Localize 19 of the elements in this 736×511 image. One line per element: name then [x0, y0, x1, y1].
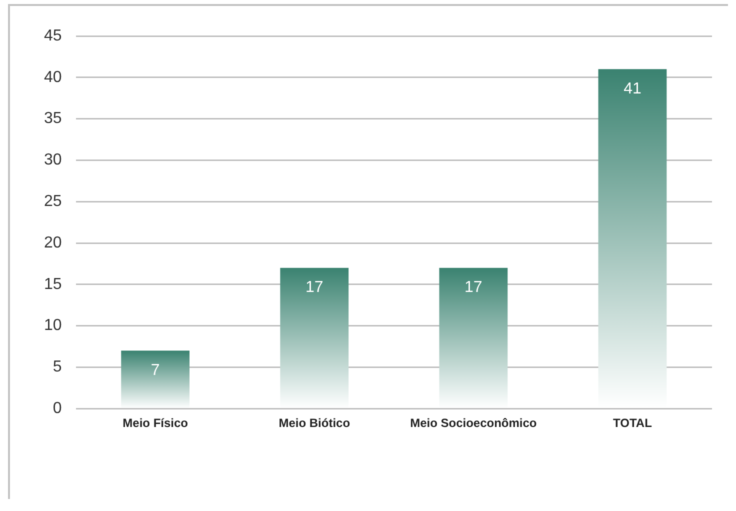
x-tick-label: Meio Físico: [122, 416, 188, 430]
x-tick-label: Meio Biótico: [278, 416, 350, 430]
x-tick-label: Meio Socioeconômico: [410, 416, 537, 430]
y-tick-label: 30: [44, 152, 62, 169]
y-tick-label: 15: [44, 276, 62, 293]
y-tick-label: 25: [44, 193, 62, 210]
y-tick-label: 5: [52, 358, 62, 376]
data-label: 17: [305, 279, 324, 296]
data-label: 41: [624, 80, 642, 98]
x-tick-label: TOTAL: [613, 416, 652, 430]
y-tick-label: 45: [44, 27, 62, 44]
y-tick-label: 40: [44, 68, 62, 86]
y-tick-label: 0: [52, 400, 62, 418]
data-label: 17: [464, 279, 482, 296]
y-tick-label: 20: [44, 234, 62, 252]
y-tick-label: 35: [44, 110, 62, 128]
data-label: 7: [150, 362, 160, 380]
bar: [121, 350, 190, 408]
y-tick-label: 10: [44, 317, 62, 334]
